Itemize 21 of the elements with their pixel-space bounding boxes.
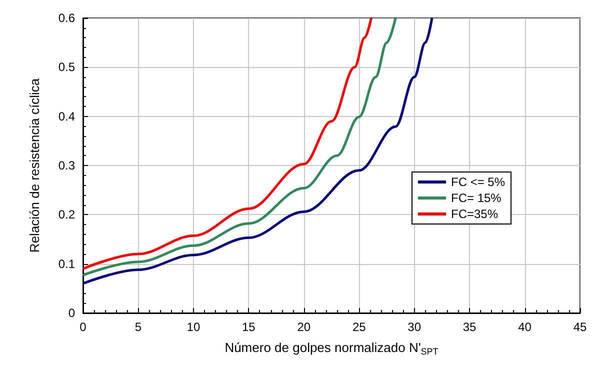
y-tick-label: 0	[68, 306, 76, 320]
y-tick-label: 0.1	[58, 256, 76, 271]
x-tick-label: 0	[80, 320, 87, 334]
legend-label: FC <= 5%	[451, 175, 506, 189]
y-axis-title: Relación de resistencia cíclica	[27, 78, 42, 253]
x-tick-label: 20	[297, 320, 311, 334]
x-tick-label: 30	[408, 320, 422, 334]
x-tick-label: 10	[186, 320, 200, 334]
x-tick-label: 35	[462, 320, 477, 334]
y-tick-label: 0.6	[58, 11, 76, 25]
legend-label: FC=35%	[451, 207, 498, 221]
y-tick-label: 0.2	[58, 208, 76, 222]
y-tick-label: 0.4	[58, 109, 76, 124]
x-tick-label: 5	[134, 320, 142, 334]
x-tick-label: 25	[352, 320, 366, 334]
x-tick-label: 40	[518, 320, 532, 334]
y-tick-label: 0.3	[58, 158, 76, 172]
x-tick-label: 45	[573, 320, 587, 334]
y-tick-label: 0.5	[58, 60, 76, 74]
x-tick-label: 15	[242, 320, 256, 334]
legend-label: FC= 15%	[451, 191, 502, 205]
